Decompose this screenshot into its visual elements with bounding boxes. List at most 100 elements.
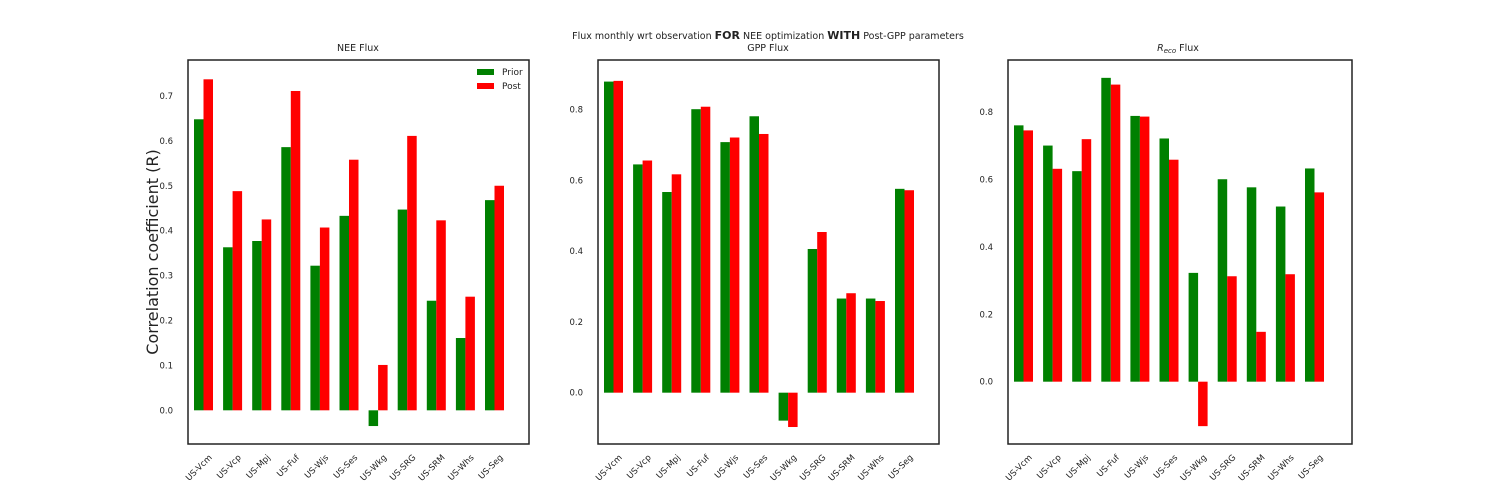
reco-bar-prior-us-fuf — [1101, 77, 1111, 382]
nee-x-tick-label: US-Seg — [477, 453, 506, 482]
nee-y-tick-label: 0.2 — [159, 316, 173, 326]
nee-y-tick-label: 0.6 — [159, 137, 173, 147]
reco-flux-panel: Reco Flux 0.00.20.40.60.8 US-Vcm US-Vcp US… — [979, 43, 1353, 484]
reco-y-tick-label: 0.2 — [979, 310, 993, 320]
gpp-bar-prior-us-wjs — [720, 142, 730, 393]
suptitle-bold-with: WITH — [827, 29, 860, 42]
reco-bar-prior-us-vcm — [1014, 125, 1024, 382]
nee-x-tick-label: US-Mpj — [245, 453, 273, 481]
legend-swatch-prior — [477, 69, 494, 75]
nee-x-ticks: US-Vcm US-Vcp US-Mpj US-Fuf US-Wjs US-SesUS-W… — [184, 452, 505, 483]
reco-bar-prior-us-seg — [1305, 168, 1315, 382]
gpp-x-tick-label: US-Vcp — [625, 453, 653, 481]
legend: Prior Post — [477, 68, 523, 92]
nee-bar-prior-us-whs — [455, 338, 466, 411]
reco-x-tick-label: US-Vcm — [1004, 453, 1034, 483]
reco-x-tick-label: US-Fuf — [1095, 452, 1122, 479]
reco-y-tick-label: 0.0 — [979, 378, 993, 388]
reco-bar-prior-us-srg — [1217, 179, 1228, 382]
nee-bar-post-us-wkg — [378, 364, 388, 411]
nee-y-tick-label: 0.3 — [159, 272, 173, 282]
gpp-plot-frame — [597, 59, 940, 445]
gpp-y-tick-label: 0.8 — [569, 106, 583, 116]
gpp-bars — [604, 80, 914, 428]
nee-x-tick-label: US-SRG — [388, 453, 418, 483]
gpp-y-tick-label: 0.4 — [569, 247, 583, 257]
nee-y-tick-label: 0.5 — [159, 182, 173, 192]
gpp-bar-prior-us-seg — [895, 188, 905, 393]
gpp-bar-prior-us-vcm — [604, 81, 614, 393]
gpp-bar-post-us-vcm — [613, 80, 623, 393]
suptitle-bold-for: FOR — [715, 29, 741, 42]
nee-flux-panel: NEE Flux Correlation coefficient (R) 0.0… — [143, 43, 530, 484]
reco-bar-post-us-srm — [1256, 331, 1266, 382]
reco-bar-post-us-seg — [1314, 192, 1324, 382]
gpp-y-tick-label: 0.0 — [569, 389, 583, 399]
gpp-bar-prior-us-srg — [807, 248, 818, 393]
reco-y-tick-label: 0.6 — [979, 176, 993, 186]
gpp-panel-title: GPP Flux — [747, 43, 789, 54]
reco-bar-prior-us-mpj — [1072, 171, 1082, 382]
reco-bar-post-us-wkg — [1198, 381, 1208, 427]
reco-title-rest: Flux — [1176, 43, 1199, 54]
reco-title-sub: eco — [1164, 47, 1176, 55]
nee-y-tick-label: 0.4 — [159, 227, 173, 237]
reco-x-tick-label: US-Whs — [1266, 453, 1296, 483]
nee-x-tick-label: US-SRM — [417, 453, 448, 484]
nee-bar-prior-us-wjs — [310, 265, 320, 411]
nee-bar-post-us-seg — [494, 185, 504, 411]
nee-x-tick-label: US-Whs — [446, 453, 476, 483]
gpp-bar-post-us-wjs — [729, 137, 740, 393]
nee-bar-prior-us-fuf — [281, 147, 291, 411]
nee-bar-prior-us-vcm — [194, 119, 204, 411]
legend-label-post: Post — [502, 82, 521, 92]
gpp-x-tick-label: US-Ses — [742, 453, 771, 482]
reco-bar-post-us-mpj — [1081, 139, 1092, 382]
nee-y-tick-label: 0.1 — [159, 361, 173, 371]
suptitle-mid: NEE optimization — [740, 31, 827, 42]
legend-label-prior: Prior — [502, 68, 523, 78]
gpp-x-tick-label: US-Whs — [856, 453, 886, 483]
nee-x-tick-label: US-Fuf — [275, 452, 302, 479]
nee-bar-post-us-srg — [407, 135, 417, 411]
gpp-x-tick-label: US-Wjs — [713, 453, 741, 481]
gpp-bar-post-us-seg — [904, 190, 914, 393]
nee-bars — [194, 79, 504, 427]
gpp-bar-post-us-wkg — [788, 392, 798, 428]
reco-x-tick-label: US-Ses — [1152, 453, 1181, 482]
nee-x-tick-label: US-Vcm — [184, 453, 214, 483]
nee-x-tick-label: US-Vcp — [215, 453, 243, 481]
nee-bar-prior-us-srm — [426, 300, 437, 411]
nee-bar-post-us-ses — [349, 159, 359, 411]
nee-y-tick-label: 0.0 — [159, 406, 173, 416]
gpp-bar-post-us-fuf — [700, 106, 711, 393]
gpp-bar-prior-us-ses — [749, 116, 759, 393]
nee-x-tick-label: US-Wkg — [359, 453, 389, 483]
suptitle-suffix: Post-GPP parameters — [860, 31, 964, 42]
reco-y-tick-label: 0.8 — [979, 108, 993, 118]
nee-y-ticks: 0.0 0.1 0.2 0.3 0.4 0.5 0.6 0.7 — [159, 92, 173, 416]
reco-title-main: R — [1157, 43, 1164, 54]
gpp-bar-post-us-srm — [846, 293, 856, 393]
reco-x-tick-label: US-SRG — [1208, 453, 1238, 483]
reco-panel-title: Reco Flux — [1157, 43, 1199, 55]
nee-bar-prior-us-srg — [397, 209, 408, 411]
gpp-flux-panel: GPP Flux 0.00.20.40.60.8 US-Vcm US-Vcp US-… — [569, 43, 940, 484]
gpp-y-tick-label: 0.6 — [569, 176, 583, 186]
figure-suptitle: Flux monthly wrt observation FOR NEE opt… — [572, 29, 964, 42]
reco-bar-post-us-srg — [1227, 276, 1237, 382]
gpp-x-tick-label: US-SRG — [798, 453, 828, 483]
reco-bar-prior-us-wkg — [1188, 272, 1199, 382]
nee-bar-prior-us-ses — [339, 215, 349, 411]
nee-panel-title: NEE Flux — [337, 43, 379, 54]
reco-bar-prior-us-vcp — [1043, 145, 1053, 382]
reco-bar-prior-us-whs — [1275, 206, 1286, 382]
gpp-bar-post-us-whs — [875, 301, 885, 393]
reco-bar-post-us-wjs — [1139, 116, 1150, 382]
nee-bar-post-us-wjs — [319, 227, 330, 411]
nee-bar-post-us-fuf — [290, 90, 301, 411]
nee-bar-post-us-whs — [465, 296, 475, 411]
nee-bar-post-us-vcp — [232, 191, 243, 411]
reco-x-tick-label: US-Mpj — [1065, 453, 1093, 481]
